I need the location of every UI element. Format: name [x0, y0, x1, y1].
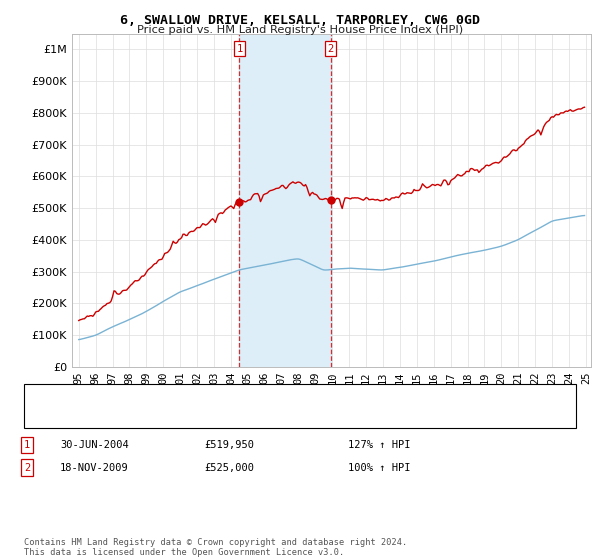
Text: 30-JUN-2004: 30-JUN-2004	[60, 440, 129, 450]
Text: Price paid vs. HM Land Registry's House Price Index (HPI): Price paid vs. HM Land Registry's House …	[137, 25, 463, 35]
Text: HPI: Average price, detached house, Cheshire West and Chester: HPI: Average price, detached house, Ches…	[75, 405, 433, 416]
Text: 127% ↑ HPI: 127% ↑ HPI	[348, 440, 410, 450]
Text: 6, SWALLOW DRIVE, KELSALL, TARPORLEY, CW6 0GD (detached house): 6, SWALLOW DRIVE, KELSALL, TARPORLEY, CW…	[75, 389, 439, 399]
Text: 1: 1	[24, 440, 30, 450]
Text: 1: 1	[236, 44, 242, 54]
Text: Contains HM Land Registry data © Crown copyright and database right 2024.
This d: Contains HM Land Registry data © Crown c…	[24, 538, 407, 557]
Bar	[239, 34, 331, 367]
Text: 100% ↑ HPI: 100% ↑ HPI	[348, 463, 410, 473]
Text: 6, SWALLOW DRIVE, KELSALL, TARPORLEY, CW6 0GD: 6, SWALLOW DRIVE, KELSALL, TARPORLEY, CW…	[120, 14, 480, 27]
Text: £519,950: £519,950	[204, 440, 254, 450]
Text: 2: 2	[24, 463, 30, 473]
Text: 18-NOV-2009: 18-NOV-2009	[60, 463, 129, 473]
Text: 2: 2	[328, 44, 334, 54]
Text: £525,000: £525,000	[204, 463, 254, 473]
